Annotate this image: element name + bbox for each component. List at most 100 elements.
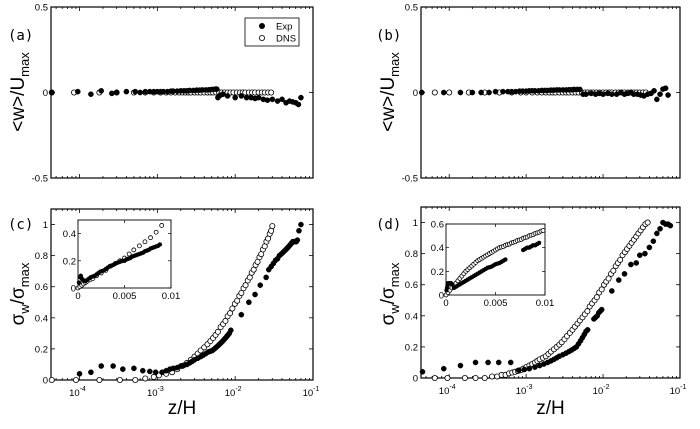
exp-data-point xyxy=(257,282,264,288)
x-tick-base: 10 xyxy=(670,386,681,397)
inset-y-tick-label: 0.4 xyxy=(63,229,76,240)
exp-data-point xyxy=(449,282,455,287)
exp-data-point xyxy=(583,91,589,98)
exp-data-point xyxy=(621,271,628,277)
inset-y-tick-label: 0 xyxy=(439,291,444,302)
exp-data-point xyxy=(213,86,220,92)
y-tick-label: 0.5 xyxy=(35,3,48,14)
inset-y-tick-label: 0.2 xyxy=(431,267,444,278)
exp-data-point xyxy=(577,86,583,93)
dns-data-point xyxy=(593,294,600,301)
inset-y-tick-label: 0.6 xyxy=(431,220,444,231)
exp-data-point xyxy=(232,94,238,101)
y-tick-label: 0 xyxy=(43,376,48,387)
dns-data-point xyxy=(540,228,546,233)
exp-data-point xyxy=(667,222,674,229)
dns-data-point xyxy=(229,305,236,312)
dns-data-point xyxy=(617,256,624,263)
dns-data-point xyxy=(481,374,488,381)
y-title-main: <w>/U xyxy=(378,77,399,132)
panel-label: (a) xyxy=(8,28,33,44)
exp-data-point xyxy=(633,260,640,266)
y-tick-label: 0.8 xyxy=(405,249,418,260)
dns-data-point xyxy=(472,374,479,381)
dns-data-point xyxy=(598,286,605,293)
exp-data-point xyxy=(264,97,271,103)
dns-data-point xyxy=(605,275,612,282)
inset-x-tick-label: 0 xyxy=(75,291,80,302)
exp-data-point xyxy=(131,365,137,372)
y-tick-label: 0.8 xyxy=(35,251,48,262)
dns-data-point xyxy=(222,317,229,324)
exp-data-point xyxy=(654,96,660,103)
exp-data-point xyxy=(500,88,506,95)
x-tick-label: 10-1 xyxy=(670,384,687,397)
inset-y-tick-label: 0 xyxy=(71,284,76,295)
exp-data-point xyxy=(503,257,508,262)
x-tick-label: 10-2 xyxy=(593,384,610,397)
exp-data-point xyxy=(615,277,622,283)
exp-data-point xyxy=(584,327,591,333)
exp-data-point xyxy=(110,363,116,369)
dns-data-point xyxy=(126,251,132,257)
exp-data-point xyxy=(646,244,653,251)
dns-data-point xyxy=(227,310,234,317)
x-tick-base: 10 xyxy=(69,388,80,399)
dns-data-point xyxy=(132,376,139,383)
exp-data-point xyxy=(132,88,139,95)
legend-label: Exp xyxy=(276,22,292,33)
inset-x-tick-label: 0.01 xyxy=(536,298,555,309)
exp-data-point xyxy=(492,88,499,95)
dns-data-point xyxy=(72,376,79,383)
exp-data-point xyxy=(120,366,126,372)
exp-data-point xyxy=(294,237,301,243)
dns-data-point xyxy=(238,289,245,296)
exp-data-point xyxy=(521,366,528,373)
exp-data-point xyxy=(440,89,447,96)
y-axis-title: <w>/Umax xyxy=(8,52,32,132)
exp-data-point xyxy=(88,369,94,376)
exp-data-point xyxy=(609,288,615,294)
exp-data-point xyxy=(628,261,634,268)
x-tick-base: 10 xyxy=(593,386,604,397)
x-tick-exponent: -4 xyxy=(449,384,455,391)
panel-label: (b) xyxy=(376,28,401,44)
exp-data-point xyxy=(152,369,159,376)
x-tick-exponent: -4 xyxy=(80,386,86,393)
dns-data-point xyxy=(136,243,142,249)
exp-data-point xyxy=(457,362,464,369)
exp-data-point xyxy=(139,367,146,374)
exp-data-point xyxy=(650,238,657,244)
exp-data-point xyxy=(486,89,492,96)
exp-data-point xyxy=(515,367,522,374)
exp-data-point xyxy=(74,88,81,95)
legend-label: DNS xyxy=(276,34,296,45)
exp-data-point xyxy=(157,242,163,247)
y-tick-label: 1 xyxy=(43,220,48,231)
exp-data-point xyxy=(76,280,82,285)
y-tick-label: 0.4 xyxy=(405,311,418,322)
exp-data-point xyxy=(526,365,533,372)
exp-data-point xyxy=(252,291,258,298)
dns-data-point xyxy=(431,374,438,381)
plot-frame xyxy=(50,208,314,381)
dns-data-point xyxy=(610,267,617,274)
dns-data-point xyxy=(446,89,453,96)
exp-data-point xyxy=(598,306,605,313)
x-tick-base: 10 xyxy=(147,388,158,399)
dns-data-point xyxy=(431,89,438,96)
y-tick-label: 0 xyxy=(413,374,418,385)
exp-data-point xyxy=(88,91,94,98)
y-title-sigma: σ xyxy=(378,313,399,325)
dns-data-point xyxy=(584,308,591,315)
inset-x-tick-label: 0 xyxy=(443,298,448,309)
inset-y-tick-label: 0.4 xyxy=(431,243,444,254)
panel-label: (c) xyxy=(8,217,33,233)
x-tick-base: 10 xyxy=(303,388,314,399)
dns-data-point xyxy=(131,247,137,253)
exp-data-point xyxy=(76,370,83,377)
inset-y-tick-label: 0.2 xyxy=(63,256,76,267)
dns-data-point xyxy=(142,375,149,382)
